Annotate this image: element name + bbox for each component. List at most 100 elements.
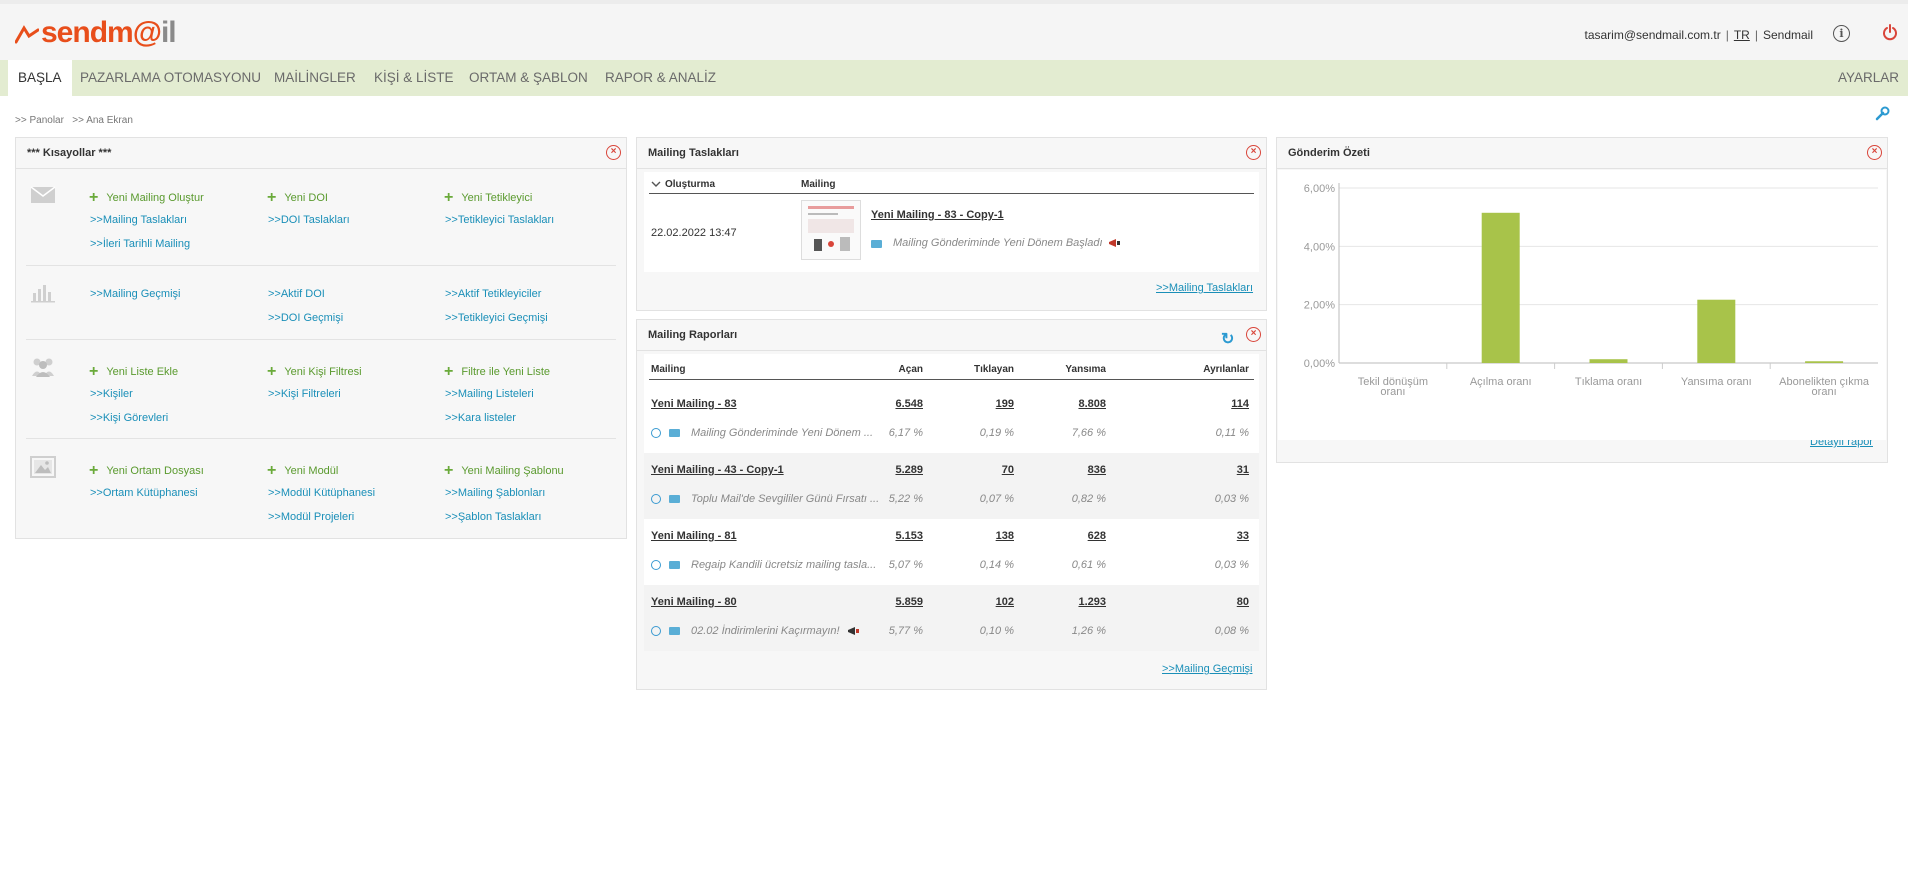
col-created-header[interactable]: Oluşturma [665, 179, 716, 190]
draft-subject-text: Mailing Gönderiminde Yeni Dönem Başladı [893, 237, 1103, 249]
report-bounce[interactable]: 836 [1087, 464, 1106, 476]
new-list-link[interactable]: + Yeni Liste Ekle [89, 362, 178, 380]
col-unsub-header[interactable]: Ayrılanlar [1203, 364, 1249, 375]
user-email[interactable]: tasarim@sendmail.com.tr [1584, 28, 1721, 42]
media-library-link[interactable]: >>Ortam Kütüphanesi [90, 487, 198, 499]
nav-pazarlama-otomasyonu[interactable]: PAZARLAMA OTOMASYONU [80, 70, 262, 85]
report-click[interactable]: 138 [995, 530, 1014, 542]
report-open[interactable]: 5.289 [895, 464, 923, 476]
report-unsub[interactable]: 114 [1231, 398, 1249, 410]
col-bounce-header[interactable]: Yansıma [1065, 364, 1106, 375]
divider [26, 265, 616, 266]
new-contact-filter-link[interactable]: + Yeni Kişi Filtresi [267, 362, 362, 380]
report-subject: Toplu Mail'de Sevgililer Günü Fırsatı ..… [691, 493, 880, 505]
draft-mailing-name[interactable]: Yeni Mailing - 83 - Copy-1 [871, 209, 1004, 221]
report-name[interactable]: Yeni Mailing - 83 [651, 398, 737, 410]
report-unsub[interactable]: 33 [1236, 530, 1249, 542]
report-bounce-pct: 1,26 % [1071, 625, 1106, 637]
module-library-link[interactable]: >>Modül Kütüphanesi [268, 487, 376, 499]
doi-history-link[interactable]: >>DOI Geçmişi [268, 312, 344, 324]
new-list-from-filter-link[interactable]: + Filtre ile Yeni Liste [444, 362, 550, 380]
new-mailing-link[interactable]: + Yeni Mailing Oluştur [89, 188, 204, 206]
close-icon[interactable]: × [1867, 145, 1882, 160]
bar-chart-icon [31, 285, 55, 303]
report-open[interactable]: 6.548 [895, 398, 923, 410]
report-bounce[interactable]: 628 [1087, 530, 1106, 542]
trigger-history-link[interactable]: >>Tetikleyici Geçmişi [445, 312, 548, 324]
col-open-header[interactable]: Açan [898, 364, 923, 375]
report-unsub[interactable]: 31 [1236, 464, 1249, 476]
mailing-history-link[interactable]: >>Mailing Geçmişi [90, 288, 181, 300]
draft-thumbnail[interactable] [801, 200, 861, 260]
account-name[interactable]: Sendmail [1762, 28, 1813, 42]
search-icon[interactable] [651, 560, 661, 570]
breadcrumb-ana-ekran[interactable]: >> Ana Ekran [72, 115, 133, 126]
report-unsub-pct: 0,03 % [1214, 493, 1249, 505]
new-media-file-link[interactable]: + Yeni Ortam Dosyası [89, 461, 204, 479]
mail-icon[interactable] [669, 627, 680, 635]
contacts-link[interactable]: >>Kişiler [90, 388, 133, 400]
new-doi-link[interactable]: + Yeni DOI [267, 188, 328, 206]
close-icon[interactable]: × [1246, 327, 1261, 342]
search-icon[interactable] [651, 428, 661, 438]
logout-power-icon[interactable] [1882, 24, 1898, 46]
x-tick-label: oranı [1812, 386, 1837, 398]
nav-ayarlar[interactable]: AYARLAR [1837, 70, 1899, 85]
scheduled-mailing-link[interactable]: >>İleri Tarihli Mailing [90, 238, 191, 250]
nav-mailingler[interactable]: MAİLİNGLER [274, 70, 356, 85]
mail-icon[interactable] [669, 495, 680, 503]
report-name[interactable]: Yeni Mailing - 80 [651, 596, 737, 608]
mailing-lists-link[interactable]: >>Mailing Listeleri [445, 388, 534, 400]
y-tick-label: 6,00% [1304, 183, 1335, 195]
new-mailing-template-link[interactable]: + Yeni Mailing Şablonu [444, 461, 564, 479]
report-name[interactable]: Yeni Mailing - 43 - Copy-1 [651, 464, 784, 476]
breadcrumb-panolar[interactable]: >> Panolar [15, 115, 64, 126]
active-triggers-link[interactable]: >>Aktif Tetikleyiciler [445, 288, 542, 300]
blacklists-link[interactable]: >>Kara listeler [445, 412, 516, 424]
report-open-pct: 5,22 % [888, 493, 923, 505]
module-projects-link[interactable]: >>Modül Projeleri [268, 511, 355, 523]
report-subject: Regaip Kandili ücretsiz mailing tasla... [691, 559, 877, 571]
close-icon[interactable]: × [606, 145, 621, 160]
nav-kisi-liste[interactable]: KİŞİ & LİSTE [374, 70, 454, 85]
report-open[interactable]: 5.153 [895, 530, 923, 542]
info-icon[interactable]: i [1833, 25, 1850, 42]
col-mailing-header[interactable]: Mailing [651, 364, 686, 375]
nav-basla[interactable]: BAŞLA [8, 60, 72, 96]
mail-icon[interactable] [669, 561, 680, 569]
new-trigger-link[interactable]: + Yeni Tetikleyici [444, 188, 532, 206]
summary-chart: 0,00% 2,00% 4,00% 6,00% Tekil dönüşüm oranı Aç… [1278, 170, 1886, 440]
reports-footer-link[interactable]: >>Mailing Geçmişi [1162, 663, 1253, 675]
report-unsub[interactable]: 80 [1236, 596, 1249, 608]
language-link[interactable]: TR [1733, 28, 1750, 42]
sendmail-logo[interactable]: sendm@il [14, 16, 177, 50]
search-icon[interactable] [651, 494, 661, 504]
mail-icon[interactable] [669, 429, 680, 437]
report-open[interactable]: 5.859 [895, 596, 923, 608]
search-icon[interactable] [651, 626, 661, 636]
contact-filters-link[interactable]: >>Kişi Filtreleri [268, 388, 341, 400]
report-name[interactable]: Yeni Mailing - 81 [651, 530, 737, 542]
sort-chevron-down-icon[interactable] [651, 180, 661, 188]
logo-swoosh-icon [14, 25, 40, 44]
trigger-drafts-link[interactable]: >>Tetikleyici Taslakları [445, 214, 555, 226]
contact-tasks-link[interactable]: >>Kişi Görevleri [90, 412, 169, 424]
report-click[interactable]: 102 [995, 596, 1014, 608]
refresh-icon[interactable]: ↻ [1221, 331, 1235, 348]
mailing-drafts-link[interactable]: >>Mailing Taslakları [90, 214, 188, 226]
template-drafts-link[interactable]: >>Şablon Taslakları [445, 511, 542, 523]
report-click[interactable]: 70 [1001, 464, 1014, 476]
new-module-link[interactable]: + Yeni Modül [267, 461, 338, 479]
nav-rapor-analiz[interactable]: RAPOR & ANALİZ [605, 70, 717, 85]
active-doi-link[interactable]: >>Aktif DOI [268, 288, 325, 300]
close-icon[interactable]: × [1246, 145, 1261, 160]
report-bounce[interactable]: 8.808 [1078, 398, 1106, 410]
report-click[interactable]: 199 [995, 398, 1014, 410]
doi-drafts-link[interactable]: >>DOI Taslakları [268, 214, 350, 226]
report-bounce[interactable]: 1.293 [1078, 596, 1106, 608]
col-click-header[interactable]: Tıklayan [973, 364, 1014, 375]
mailing-templates-link[interactable]: >>Mailing Şablonları [445, 487, 546, 499]
nav-ortam-sablon[interactable]: ORTAM & ŞABLON [469, 70, 588, 85]
wrench-icon[interactable] [1874, 106, 1890, 127]
drafts-footer-link[interactable]: >>Mailing Taslakları [1156, 282, 1254, 294]
